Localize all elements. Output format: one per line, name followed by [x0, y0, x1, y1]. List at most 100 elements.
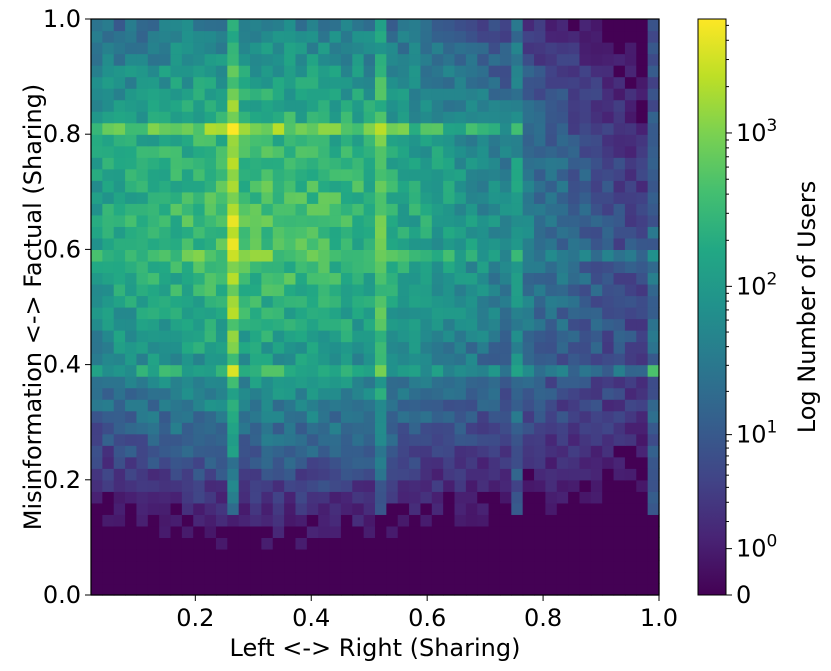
heatmap-cell [159, 502, 172, 515]
heatmap-cell [511, 145, 524, 158]
heatmap-cell [352, 376, 365, 389]
heatmap-cell [340, 272, 353, 285]
heatmap-cell [511, 272, 524, 285]
heatmap-cell [340, 479, 353, 492]
heatmap-cell [454, 99, 467, 112]
heatmap-cell [272, 122, 285, 135]
heatmap-cell [454, 353, 467, 366]
heatmap-cell [318, 180, 331, 193]
heatmap-cell [352, 191, 365, 204]
heatmap-cell [170, 422, 183, 435]
heatmap-cell [556, 295, 569, 308]
heatmap-cell [215, 491, 228, 504]
heatmap-cell [318, 318, 331, 331]
heatmap-cell [340, 445, 353, 458]
heatmap-cell [397, 583, 410, 596]
heatmap-cell [284, 307, 297, 320]
heatmap-cell [261, 525, 274, 538]
heatmap-cell [340, 433, 353, 446]
heatmap-cell [375, 307, 387, 320]
heatmap-cell [488, 422, 501, 435]
heatmap-cell [636, 191, 649, 204]
heatmap-cell [420, 341, 433, 354]
heatmap-cell [568, 560, 581, 573]
heatmap-cell [545, 88, 558, 101]
heatmap-cell [204, 122, 217, 135]
heatmap-cell [261, 260, 274, 274]
heatmap-cell [284, 583, 297, 596]
heatmap-cell [568, 525, 581, 538]
heatmap-cell [238, 583, 251, 596]
heatmap-cell [579, 191, 592, 204]
heatmap-cell [534, 571, 546, 585]
heatmap-cell [397, 30, 410, 43]
heatmap-cell [375, 249, 387, 262]
heatmap-cell [170, 260, 183, 274]
heatmap-cell [125, 53, 138, 66]
heatmap-cell [352, 548, 365, 562]
heatmap-cell [465, 203, 478, 216]
heatmap-cell [488, 88, 501, 101]
heatmap-cell [431, 53, 444, 66]
heatmap-cell [602, 214, 615, 227]
heatmap-cell [352, 214, 365, 227]
heatmap-cell [170, 283, 183, 297]
heatmap-cell [102, 422, 115, 435]
heatmap-cell [534, 99, 546, 112]
heatmap-cell [215, 19, 228, 32]
heatmap-cell [545, 502, 558, 515]
heatmap-cell [318, 237, 331, 250]
heatmap-cell [340, 330, 353, 343]
heatmap-cell [136, 19, 149, 32]
heatmap-cell [125, 191, 138, 204]
heatmap-cell [181, 468, 194, 481]
heatmap-cell [465, 330, 478, 343]
heatmap-cell [329, 318, 342, 331]
heatmap-cell [159, 76, 172, 89]
heatmap-cell [386, 537, 399, 550]
heatmap-cell [613, 157, 626, 170]
heatmap-cell [204, 491, 217, 504]
heatmap-cell [624, 180, 637, 193]
heatmap-cell [340, 191, 353, 204]
heatmap-cell [306, 410, 319, 423]
heatmap-cell [113, 422, 126, 435]
heatmap-cell [545, 191, 558, 204]
heatmap-cell [340, 387, 353, 400]
heatmap-cell [215, 122, 228, 135]
heatmap-cell [113, 525, 126, 538]
heatmap-cell [613, 180, 626, 193]
heatmap-cell [624, 157, 637, 170]
heatmap-cell [454, 514, 467, 527]
heatmap-cell [454, 42, 467, 55]
heatmap-cell [363, 571, 376, 585]
heatmap-cell [409, 214, 422, 227]
heatmap-cell [647, 433, 660, 446]
heatmap-cell [579, 157, 592, 170]
heatmap-cell [340, 456, 353, 469]
heatmap-cell [91, 353, 103, 366]
heatmap-cell [545, 65, 558, 78]
heatmap-cell [386, 410, 399, 423]
heatmap-cell [477, 30, 490, 43]
heatmap-cell [284, 445, 297, 458]
heatmap-cell [238, 272, 251, 285]
heatmap-cell [91, 502, 103, 515]
heatmap-cell [136, 191, 149, 204]
heatmap-cell [397, 111, 410, 124]
heatmap-cell [136, 479, 149, 492]
heatmap-cell [568, 295, 581, 308]
heatmap-cell [363, 353, 376, 366]
heatmap-cell [409, 42, 422, 55]
heatmap-cell [420, 410, 433, 423]
heatmap-cell [579, 214, 592, 227]
heatmap-cell [91, 226, 103, 239]
heatmap-cell [227, 502, 240, 515]
heatmap-cell [590, 249, 603, 262]
heatmap-cell [534, 583, 546, 596]
heatmap-cell [306, 422, 319, 435]
heatmap-cell [397, 307, 410, 320]
heatmap-cell [545, 341, 558, 354]
heatmap-cell [409, 53, 422, 66]
heatmap-cell [568, 145, 581, 158]
